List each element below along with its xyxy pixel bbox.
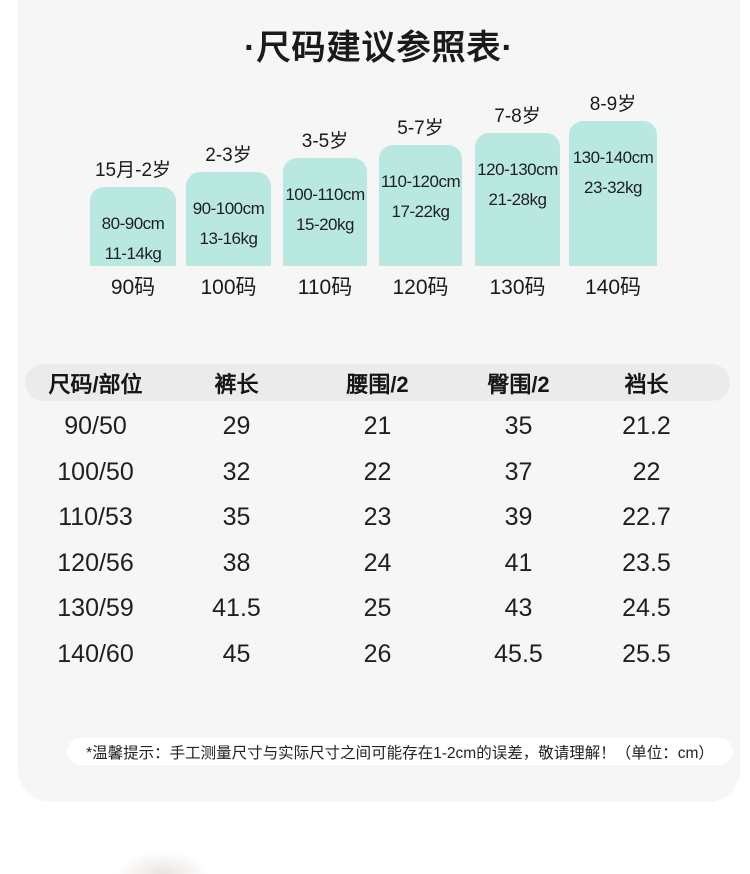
size-code-label: 100码 (200, 276, 257, 299)
weight-range: 15-20kg (296, 215, 354, 234)
weight-range: 13-16kg (199, 229, 258, 248)
crotch-cell: 21.2 (622, 412, 671, 441)
pants-length-cell: 29 (222, 412, 251, 441)
weight-range: 23-32kg (584, 178, 642, 197)
waist-cell: 22 (363, 457, 392, 486)
table-row: 90/50 29 21 35 21.2 (25, 404, 730, 450)
pants-length-cell: 45 (222, 639, 251, 668)
size-bar: 100-110cm 15-20kg (283, 158, 367, 266)
crotch-cell: 22 (632, 457, 661, 486)
age-label: 7-8岁 (494, 106, 541, 127)
header-cell: 裆长 (624, 371, 669, 397)
pants-length-cell: 41.5 (212, 594, 261, 623)
table-row: 110/53 35 23 39 22.7 (25, 495, 730, 541)
hip-cell: 35 (504, 412, 533, 441)
table-row: 100/50 32 22 37 22 (25, 450, 730, 496)
crotch-cell: 24.5 (622, 594, 671, 623)
height-range: 120-130cm (477, 160, 558, 179)
age-label: 3-5岁 (301, 131, 349, 152)
weight-range: 11-14kg (104, 244, 162, 263)
height-range: 100-110cm (285, 185, 365, 204)
age-label: 15月-2岁 (94, 160, 172, 181)
size-bar: 110-120cm 17-22kg (379, 145, 462, 266)
height-range: 90-100cm (192, 199, 265, 218)
header-cell: 尺码/部位 (48, 371, 143, 397)
measurement-table-header: 尺码/部位 裤长 腰围/2 臀围/2 裆长 (25, 364, 730, 401)
height-range: 110-120cm (380, 172, 461, 191)
size-cell: 120/56 (57, 548, 134, 577)
table-row: 120/56 38 24 41 23.5 (25, 541, 730, 587)
pants-length-cell: 38 (222, 548, 251, 577)
size-cell: 140/60 (57, 639, 134, 668)
waist-cell: 23 (363, 503, 392, 532)
page-title: ·尺码建议参照表· (244, 29, 514, 67)
height-range: 130-140cm (572, 148, 654, 167)
table-row: 130/59 41.5 25 43 24.5 (25, 586, 730, 632)
size-bar: 120-130cm 21-28kg (475, 133, 560, 266)
crotch-cell: 23.5 (622, 548, 671, 577)
hip-cell: 39 (504, 503, 533, 532)
size-code-label: 130码 (489, 276, 546, 299)
crotch-cell: 22.7 (622, 503, 671, 532)
size-code-label: 140码 (584, 276, 642, 299)
size-chart-card: ·尺码建议参照表· 15月-2岁 2-3岁 3-5岁 5-7岁 7-8岁 8-9… (18, 0, 740, 802)
size-cell: 90/50 (64, 412, 127, 441)
age-label: 5-7岁 (397, 118, 444, 139)
weight-range: 21-28kg (488, 190, 547, 209)
size-code-label: 90码 (110, 276, 156, 299)
size-bar: 90-100cm 13-16kg (186, 172, 271, 266)
size-code-label: 120码 (392, 276, 449, 299)
size-bar: 80-90cm 11-14kg (90, 187, 176, 266)
age-label: 2-3岁 (205, 145, 252, 166)
size-cell: 110/53 (58, 503, 133, 532)
weight-range: 17-22kg (391, 202, 450, 221)
crotch-cell: 25.5 (622, 639, 671, 668)
measurement-table-body: 90/50 29 21 35 21.2 100/50 32 22 37 22 1… (25, 404, 730, 677)
hip-cell: 45.5 (494, 639, 543, 668)
height-range: 80-90cm (101, 214, 165, 233)
header-cell: 腰围/2 (346, 371, 409, 397)
waist-cell: 24 (363, 548, 392, 577)
header-cell: 裤长 (214, 371, 259, 397)
hip-cell: 43 (504, 594, 533, 623)
hip-cell: 41 (504, 548, 533, 577)
table-row: 140/60 45 26 45.5 25.5 (25, 632, 730, 678)
waist-cell: 25 (363, 594, 392, 623)
measurement-disclaimer: *温馨提示：手工测量尺寸与实际尺寸之间可能存在1-2cm的误差，敬请理解！（单位… (67, 738, 733, 765)
pants-length-cell: 32 (222, 457, 251, 486)
waist-cell: 26 (363, 639, 392, 668)
size-cell: 130/59 (57, 594, 134, 623)
hip-cell: 37 (504, 457, 533, 486)
next-section-image-peek (98, 844, 228, 874)
header-cell: 臀围/2 (487, 371, 550, 397)
disclaimer-text: *温馨提示：手工测量尺寸与实际尺寸之间可能存在1-2cm的误差，敬请理解！（单位… (86, 744, 714, 762)
size-code-label: 110码 (297, 276, 353, 299)
waist-cell: 21 (363, 412, 392, 441)
pants-length-cell: 35 (222, 503, 251, 532)
size-cell: 100/50 (57, 457, 134, 486)
size-bar: 130-140cm 23-32kg (569, 121, 657, 266)
age-label: 8-9岁 (589, 94, 637, 115)
